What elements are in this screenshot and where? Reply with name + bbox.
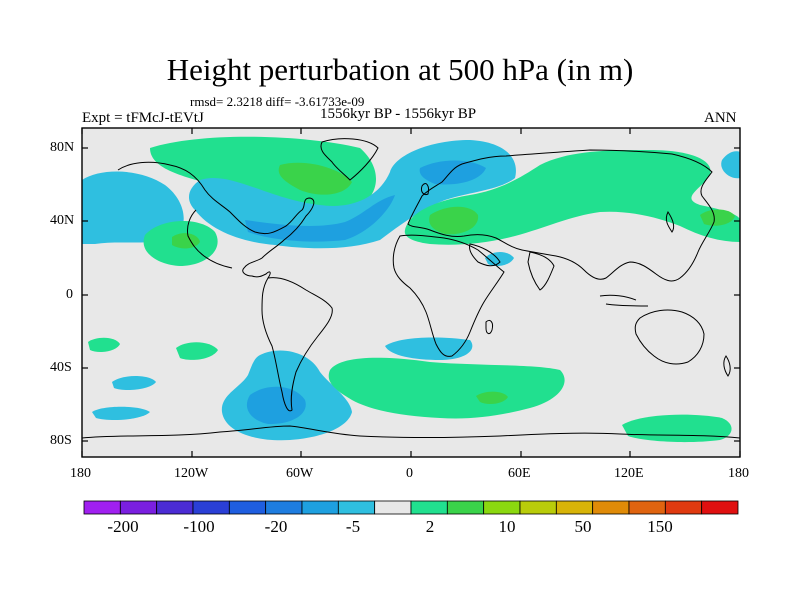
colorbar-swatch bbox=[156, 500, 194, 515]
colorbar-label: 150 bbox=[647, 517, 673, 536]
contour-pacific-positive-core bbox=[700, 209, 735, 226]
colorbar-swatch bbox=[483, 500, 521, 515]
contour-south-atlantic-positive bbox=[328, 357, 565, 419]
contour-spacific-positive-1 bbox=[88, 337, 120, 352]
experiment-label: Expt = tFMcJ-tEVtJ bbox=[82, 110, 204, 126]
contour-mideast-positive-core bbox=[429, 206, 479, 235]
x-tick-label: 180 bbox=[70, 466, 91, 481]
x-tick-label: 60E bbox=[508, 466, 531, 481]
x-tick-label: 120E bbox=[614, 466, 644, 481]
colorbar-label: 50 bbox=[574, 517, 592, 536]
colorbar-label: -200 bbox=[107, 517, 139, 536]
coast-greenland bbox=[320, 138, 379, 181]
contour-africa-negative bbox=[385, 337, 473, 360]
colorbar-swatch bbox=[592, 500, 630, 515]
x-tick-label: 0 bbox=[406, 466, 413, 481]
contour-eurasia-positive bbox=[404, 150, 740, 245]
axis-ticks bbox=[81, 128, 741, 457]
coast-antarctica bbox=[82, 425, 740, 439]
stats-text: rmsd= 2.3218 diff= -3.61733e-09 bbox=[190, 94, 365, 109]
contour-spacific-positive-2 bbox=[176, 342, 218, 360]
contour-spacific-negative-1 bbox=[112, 376, 156, 390]
colorbar-swatch bbox=[628, 500, 666, 515]
colorbar-swatch bbox=[192, 500, 230, 515]
y-tick-label: 0 bbox=[66, 287, 73, 302]
colorbar-swatch bbox=[701, 500, 739, 515]
colorbar-swatch bbox=[410, 500, 448, 515]
colorbar-label: 2 bbox=[425, 517, 435, 536]
colorbar-label: -5 bbox=[345, 517, 361, 536]
colorbar-swatch bbox=[664, 500, 703, 515]
colorbar-swatch bbox=[555, 500, 594, 515]
coastlines bbox=[82, 138, 740, 439]
contour-arctic-positive-core bbox=[278, 162, 352, 195]
colorbar-swatch bbox=[228, 500, 267, 515]
coast-uk bbox=[421, 183, 429, 195]
contour-npacific-negative-2 bbox=[721, 151, 740, 179]
colorbar bbox=[83, 500, 739, 515]
colorbar-swatch bbox=[119, 500, 158, 515]
y-tick-label: 40S bbox=[50, 360, 72, 375]
season-label: ANN bbox=[704, 110, 737, 126]
colorbar-swatch bbox=[337, 500, 376, 515]
coast-new-zealand bbox=[723, 355, 731, 377]
y-tick-label: 80S bbox=[50, 433, 72, 448]
contour-scandinavia-negative-core bbox=[419, 160, 486, 185]
coast-europe-asia bbox=[407, 149, 715, 282]
period-label: 1556kyr BP - 1556kyr BP bbox=[320, 106, 477, 122]
colorbar-swatch bbox=[446, 500, 485, 515]
colorbar-label: -100 bbox=[183, 517, 215, 536]
coast-japan bbox=[665, 211, 675, 233]
coast-india bbox=[527, 251, 555, 291]
coast-arabia bbox=[469, 243, 501, 267]
x-tick-label: 60W bbox=[286, 466, 314, 481]
coast-australia bbox=[634, 309, 705, 365]
coast-south-america bbox=[261, 277, 333, 412]
y-tick-label: 80N bbox=[50, 140, 75, 155]
colorbar-swatch bbox=[83, 500, 121, 515]
colorbar-swatch bbox=[519, 500, 557, 515]
contour-south-atlantic-positive-core bbox=[476, 391, 508, 405]
contour-spacific-negative-2 bbox=[92, 406, 150, 420]
coast-indonesia bbox=[599, 294, 649, 307]
x-tick-label: 180 bbox=[728, 466, 749, 481]
colorbar-label: 10 bbox=[498, 517, 516, 536]
coast-madagascar bbox=[485, 319, 493, 335]
contour-natlantic-negative-core bbox=[245, 195, 395, 242]
coast-africa bbox=[392, 234, 505, 357]
x-tick-label: 120W bbox=[174, 466, 209, 481]
y-tick-label: 40N bbox=[50, 213, 75, 228]
colorbar-label: -20 bbox=[264, 517, 288, 536]
coast-north-america bbox=[117, 161, 315, 279]
colorbar-swatch bbox=[265, 500, 303, 515]
colorbar-swatch bbox=[301, 500, 339, 515]
contour-fills bbox=[82, 136, 740, 443]
colorbar-swatch bbox=[374, 500, 412, 515]
plot-title: Height perturbation at 500 hPa (in m) bbox=[166, 52, 634, 87]
